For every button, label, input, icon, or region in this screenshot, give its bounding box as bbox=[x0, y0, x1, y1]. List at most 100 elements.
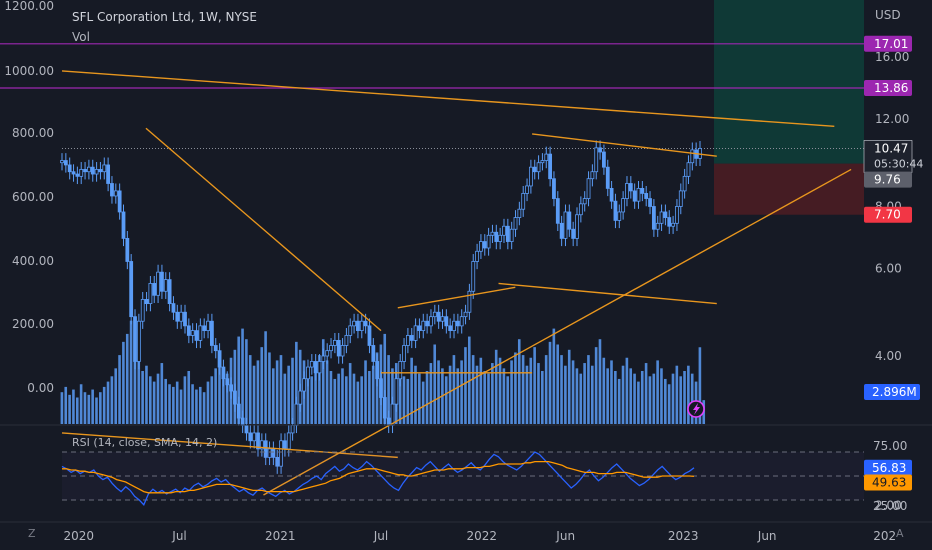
candle-body bbox=[609, 188, 614, 202]
last-price-box bbox=[863, 140, 913, 173]
candle-body bbox=[628, 183, 633, 192]
volume-bar bbox=[202, 392, 206, 424]
candle-body bbox=[136, 320, 141, 362]
candle-body bbox=[444, 316, 449, 327]
candle-body bbox=[379, 378, 383, 398]
candle-body bbox=[110, 183, 114, 197]
volume-bar bbox=[333, 378, 337, 424]
volume-bar bbox=[214, 368, 217, 424]
volume-bar bbox=[72, 389, 75, 424]
volume-bar bbox=[579, 373, 583, 424]
candle-body bbox=[233, 390, 237, 405]
rsi-axis-tick: 75.00 bbox=[873, 439, 907, 453]
right-axis-tick: 6.00 bbox=[875, 262, 902, 276]
trendline-1 bbox=[145, 127, 382, 332]
auto-scale-button[interactable]: A bbox=[896, 527, 904, 540]
volume-bar bbox=[356, 381, 360, 424]
volume-bar bbox=[583, 363, 586, 424]
candle-body bbox=[517, 208, 522, 218]
volume-bar bbox=[352, 373, 356, 424]
candle-body bbox=[502, 225, 506, 236]
candle-body bbox=[286, 432, 291, 450]
candle-body bbox=[279, 440, 283, 467]
candle-body bbox=[406, 335, 410, 346]
volume-bar bbox=[510, 360, 513, 424]
candle-body bbox=[536, 162, 541, 173]
volume-bar bbox=[129, 320, 133, 424]
trendlines[interactable] bbox=[61, 70, 852, 496]
candle-body bbox=[409, 335, 414, 341]
volume-bar bbox=[614, 371, 617, 424]
candle-body bbox=[590, 171, 595, 180]
volume-bar bbox=[210, 376, 214, 424]
candle-body bbox=[144, 299, 149, 305]
volume-legend[interactable]: Vol bbox=[72, 30, 90, 44]
candle-body bbox=[129, 261, 134, 318]
volume-bar bbox=[652, 373, 656, 424]
candle-body bbox=[675, 206, 679, 224]
volume-bar bbox=[75, 397, 79, 424]
candle-body bbox=[598, 147, 602, 153]
left-axis-tick: 0.00 bbox=[27, 381, 54, 395]
volume-bar bbox=[87, 394, 91, 424]
candle-body bbox=[336, 340, 341, 357]
volume-bar bbox=[698, 347, 702, 424]
candle-body bbox=[167, 279, 172, 305]
volume-bar bbox=[690, 373, 694, 424]
candle-body bbox=[175, 311, 180, 322]
volume-bar bbox=[83, 392, 87, 424]
volume-bar bbox=[160, 363, 164, 424]
candle-body bbox=[582, 198, 587, 205]
candle-body bbox=[194, 330, 199, 341]
time-axis-tick: 2020 bbox=[64, 529, 95, 543]
replay-lightning-icon[interactable] bbox=[687, 400, 705, 418]
candle-body bbox=[659, 211, 664, 224]
timezone-button[interactable]: Z bbox=[28, 527, 36, 540]
volume-bar bbox=[99, 392, 102, 424]
trendline-5 bbox=[397, 286, 516, 309]
right-axis-tick: 4.00 bbox=[875, 349, 902, 363]
volume-bar bbox=[656, 360, 659, 424]
candle-body bbox=[332, 340, 337, 346]
candle-body bbox=[183, 311, 187, 327]
candle-body bbox=[163, 279, 168, 292]
candle-body bbox=[578, 203, 583, 216]
volume-bar bbox=[590, 365, 594, 424]
volume-bar bbox=[575, 368, 579, 424]
trendline-7 bbox=[532, 133, 717, 157]
time-axis-tick: 2023 bbox=[668, 529, 699, 543]
volume-bar bbox=[425, 371, 429, 424]
volume-bar bbox=[325, 360, 329, 424]
volume-bar bbox=[360, 376, 363, 424]
volume-bar bbox=[437, 360, 440, 424]
volume-bar bbox=[648, 376, 652, 424]
time-axis[interactable]: 2020 Jul 2021 Jul 2022 Jun 2023 Jun 202 bbox=[64, 529, 897, 543]
stop-price-label: 7.70 bbox=[874, 208, 901, 222]
candle-body bbox=[667, 217, 672, 227]
time-axis-tick: 2021 bbox=[265, 529, 296, 543]
volume-bar bbox=[64, 386, 68, 424]
candle-body bbox=[63, 160, 68, 166]
volume-bar bbox=[133, 344, 137, 424]
price-labels: 17.01 13.86 10.47 05:30:44 9.76 7.70 2.896M 56.… bbox=[863, 35, 923, 491]
candle-body bbox=[567, 211, 572, 230]
candle-body bbox=[98, 169, 103, 173]
candle-body bbox=[459, 316, 464, 327]
candle-body bbox=[206, 320, 210, 331]
candle-body bbox=[106, 164, 111, 184]
candle-body bbox=[655, 222, 660, 230]
volume-bar bbox=[460, 360, 463, 424]
rsi-legend[interactable]: RSI (14, close, SMA, 14, 2) bbox=[72, 436, 218, 449]
volume-bar bbox=[402, 376, 406, 424]
volume-bar bbox=[237, 336, 240, 424]
volume-bar bbox=[141, 371, 144, 424]
volume-bar bbox=[667, 384, 671, 424]
candle-body bbox=[79, 169, 84, 177]
volume-bar bbox=[187, 371, 191, 424]
volume-bar bbox=[525, 365, 529, 424]
volume-bar bbox=[398, 371, 402, 424]
volume-bar bbox=[179, 389, 183, 424]
volume-bar bbox=[206, 381, 210, 424]
